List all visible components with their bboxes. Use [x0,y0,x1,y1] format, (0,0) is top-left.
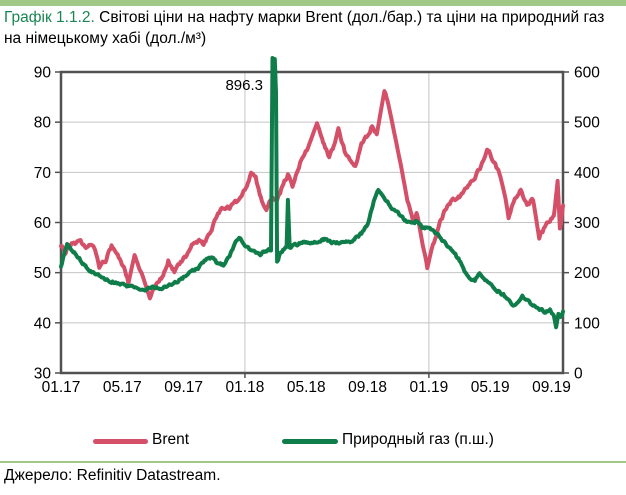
y-axis-left-tick-label: 60 [34,215,52,232]
brent-series-line [59,89,565,301]
chart-title-text: Світові ціни на нафту марки Brent (дол./… [4,9,605,47]
gas-series-line [59,56,565,330]
y-axis-right-tick-label: 600 [574,65,600,82]
y-axis-right-tick-label: 0 [574,366,583,383]
x-axis-tick-label: 09.18 [348,379,387,396]
x-axis-tick-label: 05.18 [287,379,326,396]
x-axis-tick-label: 09.17 [164,379,203,396]
y-axis-right-tick-label: 100 [574,315,600,332]
gas-line-icon [282,439,338,444]
spike-value-annotation: 896.3 [225,77,263,94]
x-axis-tick-label: 01.17 [42,379,81,396]
y-axis-left-tick-label: 50 [34,265,52,282]
y-axis-right-tick-label: 400 [574,165,600,182]
y-axis-left-tick-label: 30 [34,366,52,383]
chart-canvas: 90 80 70 60 50 40 30 600 500 400 300 200 100 0 01.17 05… [34,56,600,396]
chart-title: Графік 1.1.2. Світові ціни на нафту марк… [4,8,622,49]
y-axis-left-tick-label: 40 [34,315,52,332]
brent-line-icon [93,439,148,444]
x-axis-tick-label: 09.19 [532,379,571,396]
source-text: Джерело: Refinitiv Datastream. [4,467,221,484]
x-axis-tick-label: 05.17 [103,379,142,396]
y-axis-right-tick-label: 500 [574,115,600,132]
x-axis-tick-label: 05.19 [471,379,510,396]
y-axis-right-tick-label: 300 [574,215,600,232]
y-axis-right-tick-label: 200 [574,265,600,282]
x-axis-tick-label: 01.18 [226,379,265,396]
top-accent-bar [0,0,626,6]
chart-title-prefix: Графік 1.1.2. [4,9,95,26]
legend-label-gas: Природный газ (п.ш.) [342,431,494,448]
legend-label-brent: Brent [152,431,190,448]
y-axis-left-tick-label: 90 [34,65,52,82]
legend: Brent Природный газ (п.ш.) [0,430,626,452]
x-axis-tick-label: 01.19 [409,379,448,396]
source-divider [0,461,626,463]
y-axis-left-tick-label: 70 [34,165,52,182]
y-axis-left-tick-label: 80 [34,115,52,132]
